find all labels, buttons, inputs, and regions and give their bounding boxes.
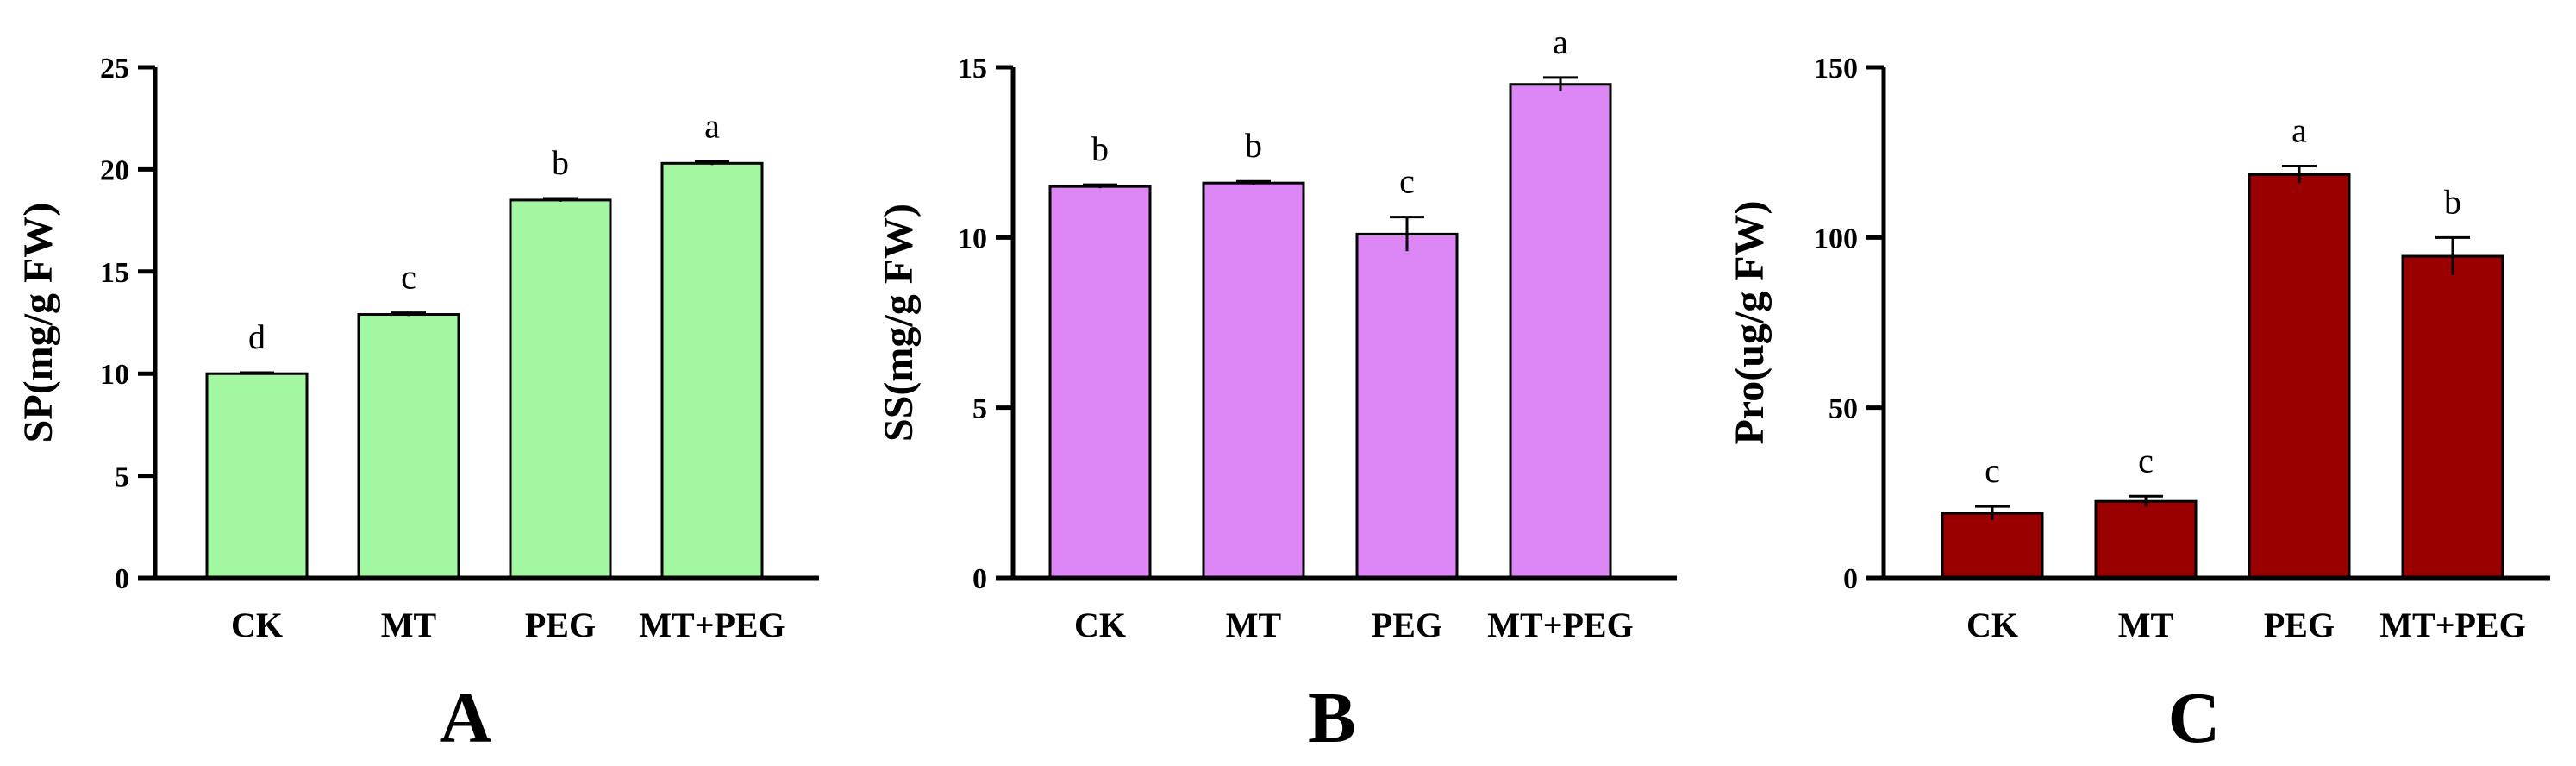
error-bar [1390,216,1424,252]
significance-label: b [1245,126,1262,165]
x-tick-label: MT+PEG [2379,606,2525,644]
y-tick-label: 0 [115,563,129,595]
y-axis-title: Pro(ug/g FW) [1727,200,1773,444]
significance-label: a [2292,110,2307,149]
x-tick-label: MT+PEG [1487,606,1633,644]
significance-label: b [2444,182,2461,221]
significance-label: b [1091,129,1109,168]
panel-label: B [1308,678,1356,758]
bar-ck [1941,512,2044,580]
y-axis-title: SS(mg/g FW) [876,204,922,442]
error-bar [2129,494,2163,507]
chart-panel-b: b CK b MT c PEG a MT+PEG 0 5 10 15 SS(mg/g FW) B [876,22,1677,758]
chart-panel-c: c CK c MT a PEG b MT+PEG 0 50 100 150 Pro(ug/g FW) C [1727,53,2550,758]
significance-label: c [2138,441,2154,480]
y-tick-label: 10 [100,359,129,391]
y-tick-label: 25 [100,53,129,85]
panel-label: A [440,678,492,758]
bar-mt [1202,181,1305,580]
x-tick-label: CK [1966,606,2018,644]
y-tick-label: 15 [958,53,987,85]
x-tick-label: MT [2118,606,2174,644]
x-tick-label: CK [231,606,283,644]
bar-mt-peg [660,161,764,580]
y-tick-label: 20 [100,154,129,186]
y-tick-label: 10 [958,223,987,254]
bar-mt [357,313,460,580]
x-tick-label: PEG [525,606,596,644]
panel-label: C [2168,678,2221,758]
bar-ck [205,372,309,580]
error-bar [543,197,578,202]
bar-mt-peg [2401,254,2504,580]
significance-label: a [704,106,720,145]
significance-label: a [1553,22,1568,61]
x-tick-label: PEG [2264,606,2335,644]
error-bar [1975,505,2010,520]
error-bar [1236,179,1271,185]
error-bar [391,311,426,317]
y-tick-label: 5 [115,461,129,493]
x-tick-label: MT [381,606,437,644]
x-tick-label: MT [1226,606,1282,644]
chart-panel-a: d CK c MT b PEG a MT+PEG 0 5 10 15 20 25 SP(mg/g FW) A [16,53,819,758]
error-bar [1543,76,1578,91]
x-tick-label: CK [1074,606,1126,644]
bar-mt [2094,499,2198,580]
bar-peg [509,198,612,580]
significance-label: d [248,317,266,356]
error-bar [695,160,729,166]
y-tick-label: 15 [100,257,129,289]
y-axis-title: SP(mg/g FW) [16,203,61,443]
y-tick-label: 100 [1814,223,1858,254]
y-tick-label: 150 [1814,53,1858,85]
error-bar [1083,183,1117,189]
y-tick-label: 0 [972,563,987,595]
significance-label: c [1399,162,1415,201]
y-tick-label: 50 [1829,393,1858,425]
x-tick-label: PEG [1372,606,1442,644]
bar-mt-peg [1509,83,1612,580]
error-bar [240,371,274,375]
bar-ck [1048,185,1152,580]
error-bar [2435,235,2470,275]
significance-label: b [552,143,569,182]
y-tick-label: 0 [1843,563,1858,595]
significance-label: c [401,258,416,297]
error-bar [2282,164,2317,184]
y-tick-label: 5 [972,393,987,425]
significance-label: c [1985,451,2000,490]
bar-peg [1355,232,1459,580]
bar-peg [2248,173,2351,580]
x-tick-label: MT+PEG [639,606,785,644]
